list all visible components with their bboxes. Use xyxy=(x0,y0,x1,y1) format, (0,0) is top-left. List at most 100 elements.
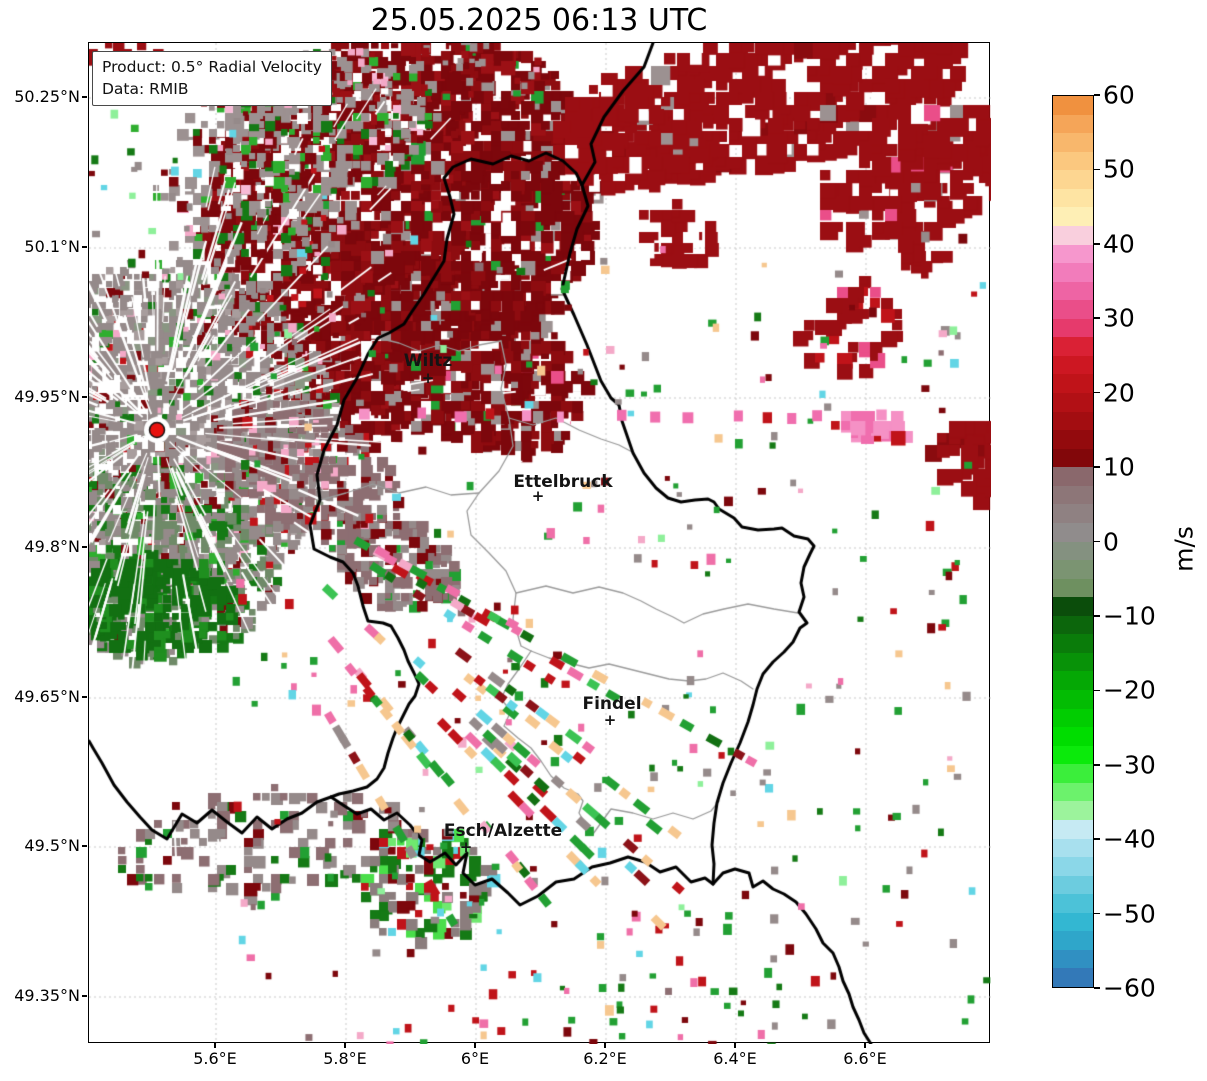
city-marker: + xyxy=(459,838,473,857)
colorbar-segment xyxy=(1053,244,1093,264)
colorbar-segment xyxy=(1053,522,1093,542)
product-info-box: Product: 0.5° Radial Velocity Data: RMIB xyxy=(92,51,332,106)
colorbar-tick-label: 50 xyxy=(1103,154,1135,184)
colorbar-segment xyxy=(1053,727,1093,746)
colorbar-segment xyxy=(1053,467,1093,486)
colorbar-tick-mark xyxy=(1094,317,1100,320)
y-tick-label: 49.65°N xyxy=(14,687,80,707)
colorbar-segment xyxy=(1053,708,1093,728)
colorbar-segment xyxy=(1053,912,1093,932)
colorbar-segment xyxy=(1053,782,1093,802)
colorbar-tick-mark xyxy=(1094,912,1100,915)
colorbar-tick-label: −60 xyxy=(1103,973,1156,1003)
colorbar-segment xyxy=(1053,875,1093,895)
colorbar-segment xyxy=(1053,411,1093,431)
colorbar-tick-label: −20 xyxy=(1103,675,1156,705)
colorbar-segment xyxy=(1053,430,1093,449)
y-tick-label: 49.8°N xyxy=(24,537,80,557)
x-tick-label: 5.8°E xyxy=(323,1049,367,1068)
colorbar-segment xyxy=(1053,690,1093,709)
colorbar-segment xyxy=(1053,170,1093,189)
colorbar-tick-label: 30 xyxy=(1103,303,1135,333)
x-tick-mark xyxy=(604,1043,606,1048)
colorbar-tick-label: 0 xyxy=(1103,527,1119,556)
x-tick-mark xyxy=(214,1043,216,1048)
colorbar-segment xyxy=(1053,597,1093,616)
colorbar-segment xyxy=(1053,263,1093,282)
data-source-label: Data: RMIB xyxy=(102,80,189,98)
colorbar-segment xyxy=(1053,931,1093,950)
colorbar-segment xyxy=(1053,801,1093,820)
colorbar-tick-mark xyxy=(1094,838,1100,840)
colorbar-segment xyxy=(1053,652,1093,672)
y-tick-mark xyxy=(82,396,87,398)
colorbar-segment xyxy=(1053,819,1093,839)
colorbar-segment xyxy=(1053,615,1093,635)
colorbar-segment xyxy=(1053,485,1093,505)
colorbar-tick-mark xyxy=(1094,689,1100,692)
colorbar-segment xyxy=(1053,578,1093,598)
y-tick-mark xyxy=(82,546,87,548)
colorbar-segment xyxy=(1053,857,1093,876)
colorbar-tick-label: 60 xyxy=(1103,80,1135,110)
city-label: Wiltz xyxy=(403,351,453,371)
colorbar-segment xyxy=(1053,96,1093,115)
x-tick-mark xyxy=(734,1043,736,1048)
y-tick-label: 50.1°N xyxy=(24,237,80,257)
colorbar-tick-label: −40 xyxy=(1103,824,1156,854)
y-tick-mark xyxy=(82,696,87,698)
city-label: Esch/Alzette xyxy=(443,821,563,841)
colorbar-segment xyxy=(1053,894,1093,913)
y-tick-mark xyxy=(82,845,87,847)
colorbar-segment xyxy=(1053,188,1093,208)
colorbar-segment xyxy=(1053,300,1093,319)
colorbar-segment xyxy=(1053,838,1093,858)
colorbar-segment xyxy=(1053,671,1093,690)
colorbar-segment xyxy=(1053,374,1093,393)
x-tick-label: 6.2°E xyxy=(583,1049,627,1068)
colorbar-tick-mark xyxy=(1094,243,1100,245)
colorbar-tick-label: −10 xyxy=(1103,601,1156,631)
colorbar-tick-label: −30 xyxy=(1103,750,1156,780)
colorbar-segment xyxy=(1053,745,1093,765)
colorbar-segment xyxy=(1053,393,1093,412)
colorbar-tick-mark xyxy=(1094,987,1100,989)
y-tick-label: 50.25°N xyxy=(14,87,80,107)
city-marker: + xyxy=(603,711,617,730)
x-tick-label: 5.6°E xyxy=(193,1049,237,1068)
y-tick-mark xyxy=(82,995,87,997)
colorbar-segment xyxy=(1053,504,1093,523)
colorbar-segment xyxy=(1053,133,1093,152)
colorbar-segment xyxy=(1053,560,1093,579)
city-marker: + xyxy=(421,369,435,388)
x-tick-mark xyxy=(864,1043,866,1048)
colorbar-tick-label: 40 xyxy=(1103,229,1135,259)
y-tick-label: 49.95°N xyxy=(14,387,80,407)
x-tick-label: 6.4°E xyxy=(713,1049,757,1068)
city-label: Findel xyxy=(582,694,642,714)
colorbar-segment xyxy=(1053,337,1093,356)
y-tick-mark xyxy=(82,96,87,98)
colorbar-tick-mark xyxy=(1094,540,1100,543)
colorbar-segment xyxy=(1053,207,1093,226)
colorbar-tick-mark xyxy=(1094,391,1100,394)
colorbar-tick-mark xyxy=(1094,615,1100,617)
figure-title: 25.05.2025 06:13 UTC xyxy=(370,3,708,38)
colorbar-segment xyxy=(1053,114,1093,134)
colorbar-segment xyxy=(1053,541,1093,561)
colorbar-tick-mark xyxy=(1094,94,1100,96)
colorbar-tick-label: 20 xyxy=(1103,378,1135,408)
x-tick-label: 6°E xyxy=(460,1049,490,1068)
colorbar-unit-label: m/s xyxy=(1169,526,1199,572)
colorbar-tick-mark xyxy=(1094,168,1100,171)
x-tick-label: 6.6°E xyxy=(843,1049,887,1068)
y-tick-mark xyxy=(82,246,87,248)
colorbar-segment xyxy=(1053,634,1093,653)
x-tick-mark xyxy=(474,1043,476,1048)
colorbar-segment xyxy=(1053,968,1093,987)
city-label: Ettelbruck xyxy=(513,472,613,492)
colorbar-segment xyxy=(1053,448,1093,468)
colorbar-tick-label: 10 xyxy=(1103,452,1135,482)
product-label: Product: 0.5° Radial Velocity xyxy=(102,58,322,76)
